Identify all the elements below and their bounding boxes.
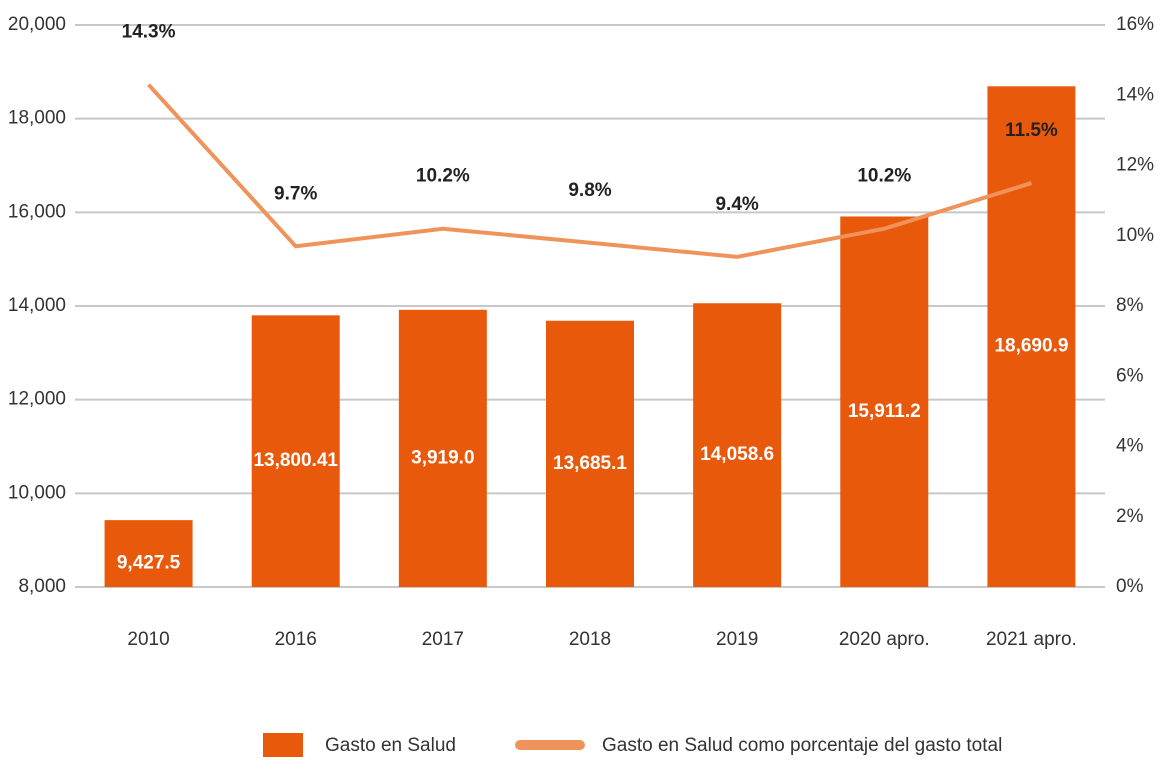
line-value-label: 10.2% <box>857 166 911 187</box>
bar <box>693 303 782 587</box>
x-tick-label: 2019 <box>716 629 758 650</box>
y2-tick-label: 16% <box>1116 14 1154 35</box>
y-tick-label: 8,000 <box>18 576 66 597</box>
line <box>147 83 1033 259</box>
bar-value-label: 15,911.2 <box>848 401 921 422</box>
y-tick-label: 18,000 <box>8 108 66 129</box>
y-tick-label: 12,000 <box>8 389 66 410</box>
y-tick-label: 10,000 <box>8 482 66 503</box>
x-tick-label: 2017 <box>422 629 464 650</box>
x-tick-label: 2021 apro. <box>986 629 1077 650</box>
legend-label: Gasto en Salud como porcentaje del gasto… <box>602 735 1002 756</box>
y2-tick-label: 14% <box>1116 84 1154 105</box>
y2-tick-label: 8% <box>1116 295 1144 316</box>
bar <box>104 520 193 587</box>
bar <box>987 86 1076 588</box>
y2-tick-label: 4% <box>1116 436 1144 457</box>
bar-value-label: 3,919.0 <box>411 447 474 468</box>
line-value-label: 11.5% <box>1005 120 1058 141</box>
y2-tick-label: 2% <box>1116 506 1144 527</box>
bar <box>251 315 340 587</box>
x-tick-label: 2020 apro. <box>839 629 930 650</box>
line-value-label: 14.3% <box>122 22 176 43</box>
bar <box>840 216 929 587</box>
y-tick-label: 20,000 <box>8 14 66 35</box>
y2-tick-label: 10% <box>1116 225 1154 246</box>
y-tick-label: 14,000 <box>8 295 66 316</box>
y2-tick-label: 6% <box>1116 365 1144 386</box>
bar-value-label: 13,685.1 <box>553 453 627 474</box>
x-tick-label: 2016 <box>275 629 317 650</box>
bar-value-label: 9,427.5 <box>117 553 181 574</box>
line-value-label: 9.4% <box>715 194 758 215</box>
bar <box>398 309 487 587</box>
y2-tick-label: 12% <box>1116 155 1154 176</box>
line-value-label: 9.7% <box>274 183 317 204</box>
x-tick-label: 2018 <box>569 629 611 650</box>
x-tick-label: 2010 <box>127 629 169 650</box>
bar-value-label: 14,058.6 <box>700 444 774 465</box>
legend-swatch <box>263 733 303 757</box>
bar-value-label: 18,690.9 <box>994 336 1068 357</box>
bar <box>546 320 634 587</box>
line-value-label: 9.8% <box>568 180 611 201</box>
y-tick-label: 16,000 <box>8 201 66 222</box>
bar-value-label: 13,800.41 <box>253 450 338 471</box>
y2-tick-label: 0% <box>1116 576 1144 597</box>
legend-label: Gasto en Salud <box>325 735 456 756</box>
line-value-label: 10.2% <box>416 166 470 187</box>
